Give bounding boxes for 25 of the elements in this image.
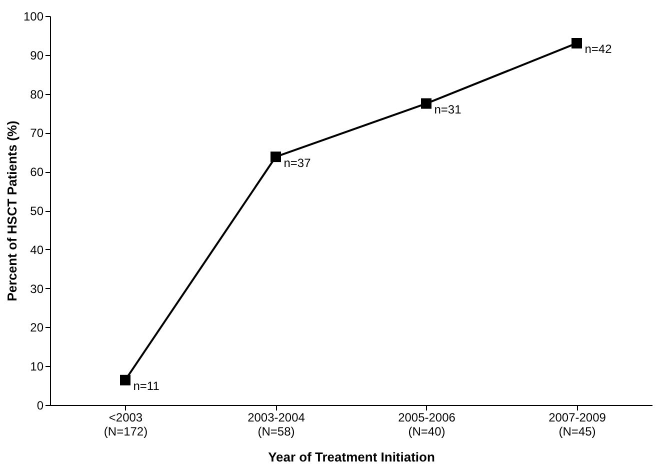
x-axis-title: Year of Treatment Initiation: [268, 450, 435, 464]
y-tick-label: 40: [30, 242, 44, 257]
point: [572, 38, 582, 48]
point: [270, 152, 281, 162]
point: [120, 374, 130, 386]
x-tick-label: 2003-2004 (N=58): [248, 410, 306, 438]
y-tick-label: 50: [30, 204, 44, 218]
y-tick-label: 10: [30, 360, 44, 374]
point: [421, 98, 432, 109]
y-tick-label: 60: [30, 165, 44, 180]
y-tick-label: 70: [30, 126, 44, 140]
y-tick-label: 90: [30, 48, 44, 62]
y-tick-label: 30: [30, 282, 44, 296]
annotation: n=42: [584, 42, 612, 56]
y-tick-label: 80: [30, 87, 44, 102]
annotation: n=37: [284, 156, 312, 170]
x-tick-label: <2003 (N=172): [104, 410, 148, 438]
y-tick-label: 100: [23, 10, 44, 24]
x-tick-label: 2005-2006 (N=40): [398, 410, 456, 438]
y-axis-title: Percent of HSCT Patients (%): [4, 120, 20, 302]
y-tick-label: 0: [36, 398, 44, 412]
y-tick-label: 20: [30, 320, 44, 335]
x-tick-label: 2007-2009 (N=45): [548, 410, 606, 438]
annotation: n=31: [434, 102, 462, 117]
annotation: n=11: [133, 379, 160, 394]
